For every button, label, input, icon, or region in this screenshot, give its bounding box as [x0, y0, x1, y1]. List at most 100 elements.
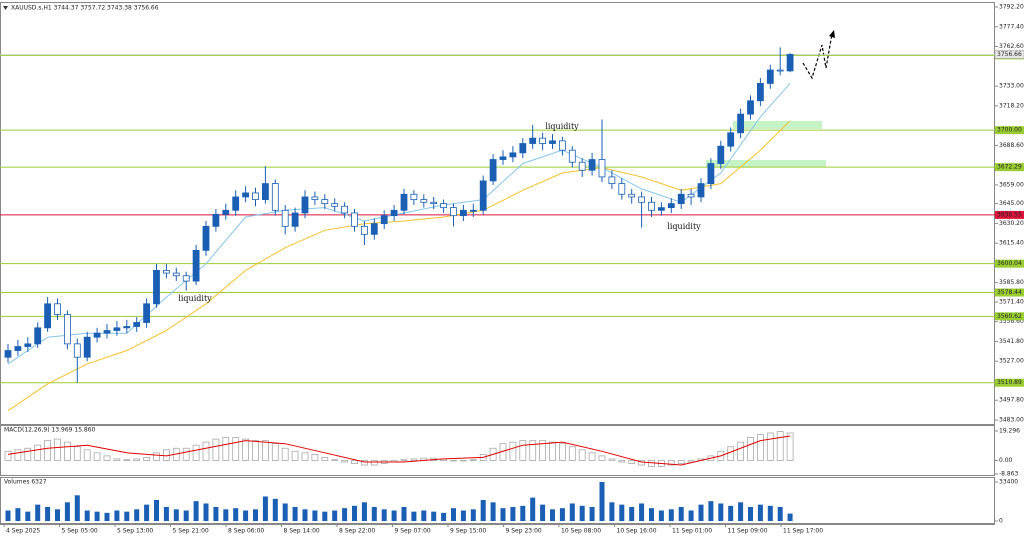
- macd-bar: [608, 458, 616, 461]
- time-label: 8 Sep 22:00: [339, 528, 375, 535]
- macd-bar: [222, 437, 230, 461]
- y-tick-label: 3630.20: [999, 220, 1024, 227]
- volume-bar: [421, 510, 427, 521]
- macd-bar: [64, 441, 71, 461]
- signal-line: [7, 435, 791, 466]
- volume-bar: [589, 506, 595, 521]
- volume-bar: [371, 506, 377, 521]
- candle-body: [4, 350, 12, 358]
- macd-bar: [786, 432, 794, 461]
- candle-body: [410, 193, 418, 201]
- volume-bar: [203, 503, 209, 521]
- volume-bar: [540, 504, 546, 521]
- y-tick-label: 3615.40: [999, 240, 1024, 247]
- time-label: 4 Sep 2025: [6, 528, 40, 535]
- macd-panel: [0, 425, 995, 476]
- volume-bar: [243, 510, 249, 521]
- candle-body: [162, 270, 170, 274]
- y-tick-label: 33400: [999, 479, 1018, 486]
- candle-body: [271, 183, 279, 211]
- candle-body: [757, 83, 764, 102]
- macd-bar: [143, 457, 151, 461]
- volume-bar: [668, 509, 674, 521]
- volume-bar: [678, 506, 684, 521]
- candle-body: [737, 113, 744, 134]
- candle-body: [786, 54, 794, 72]
- macd-bar: [44, 440, 51, 461]
- candle-body: [182, 275, 190, 282]
- candle-body: [113, 327, 121, 331]
- volume-bar: [411, 511, 417, 521]
- volume-bar: [619, 504, 625, 521]
- level-label-box: [995, 126, 1024, 135]
- volume-bar: [510, 506, 516, 521]
- volume-bar: [253, 509, 258, 521]
- y-tick-label: 3762.60: [999, 43, 1024, 50]
- annotation: liquidity: [667, 222, 701, 231]
- macd-bar: [539, 440, 546, 461]
- candle-body: [687, 193, 695, 198]
- volume-bar: [282, 503, 288, 521]
- level-label: 3578.44: [997, 289, 1022, 296]
- volume-bar: [431, 511, 437, 521]
- y-tick-label: 3792.20: [999, 4, 1024, 11]
- macd-bar: [707, 455, 715, 461]
- macd-bar: [568, 446, 576, 461]
- candle-body: [192, 249, 200, 282]
- macd-bar: [598, 455, 606, 461]
- candle-body: [717, 145, 725, 164]
- macd-bar: [776, 431, 784, 461]
- candle-body: [658, 207, 665, 211]
- macd-bar: [717, 450, 725, 461]
- level-label-box: [995, 288, 1024, 297]
- level-label: 3672.29: [997, 164, 1022, 171]
- candle-body: [24, 343, 32, 347]
- macd-bar: [291, 450, 299, 461]
- macd-bar: [24, 447, 32, 461]
- y-tick-label: 0.00: [999, 457, 1013, 464]
- macd-bar: [628, 460, 636, 464]
- macd-bar: [450, 460, 457, 462]
- candle-body: [34, 327, 42, 345]
- volume-bar: [569, 503, 575, 521]
- macd-bar: [301, 452, 309, 461]
- candle-body: [549, 140, 556, 144]
- candle-body: [153, 270, 160, 305]
- y-tick-label: 19.296: [999, 428, 1020, 435]
- volume-bar: [332, 510, 338, 521]
- macd-bar: [549, 441, 556, 461]
- volume-bar: [154, 499, 159, 521]
- time-label: 8 Sep 06:00: [228, 528, 264, 535]
- macd-bar: [638, 460, 645, 466]
- volume-bar: [401, 506, 407, 521]
- volume-bar: [470, 509, 476, 521]
- volume-bar: [361, 502, 367, 521]
- candle-body: [697, 183, 705, 198]
- candle-body: [83, 336, 91, 358]
- projection-arrow: [802, 33, 833, 80]
- volume-bar: [609, 502, 615, 521]
- macd-bar: [766, 432, 774, 461]
- macd-bar: [677, 460, 685, 464]
- volume-bar: [144, 504, 150, 521]
- candle-body: [529, 137, 537, 144]
- macd-bar: [410, 458, 418, 461]
- candle-body: [559, 140, 566, 151]
- candle-body: [44, 303, 51, 329]
- candle-body: [103, 330, 111, 334]
- candle-body: [539, 137, 546, 144]
- volume-bar: [233, 508, 239, 521]
- annotation: liquidity: [178, 294, 212, 303]
- macd-bar: [588, 452, 596, 461]
- candle-body: [291, 212, 299, 227]
- macd-bar: [242, 438, 250, 461]
- time-label: 9 Sep 07:00: [395, 528, 431, 535]
- volume-bar: [490, 502, 496, 521]
- candle-body: [380, 215, 388, 225]
- candle-body: [390, 209, 398, 217]
- level-label-box: [995, 259, 1024, 268]
- level-label-box: [995, 378, 1024, 387]
- volume-bar: [213, 506, 219, 521]
- candle-body: [608, 176, 616, 184]
